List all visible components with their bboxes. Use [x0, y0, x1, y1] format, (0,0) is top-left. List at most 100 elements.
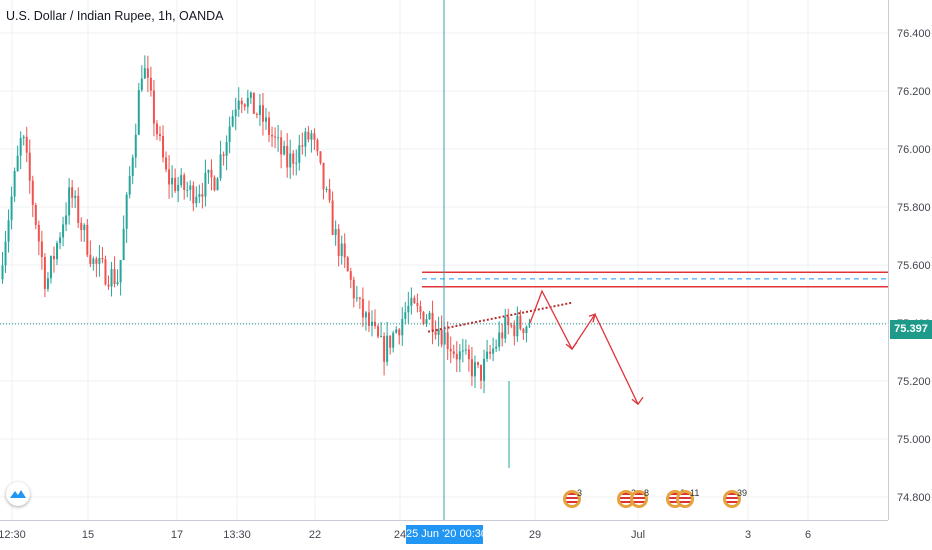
candle-body	[398, 329, 401, 336]
candle-body	[40, 241, 43, 258]
time-tick-label: 6	[805, 529, 811, 541]
candle-body	[246, 97, 249, 107]
candle-body	[125, 194, 128, 229]
candle-body	[501, 332, 504, 339]
candle-body	[56, 243, 59, 260]
candle-body	[183, 175, 186, 190]
time-axis[interactable]: 12:30 15 17 13:30 22 24 29 Jul 3 6	[0, 529, 811, 541]
candle-body	[419, 306, 422, 312]
candle-body	[437, 329, 440, 335]
event-count: 39	[737, 488, 748, 498]
projection-arrowhead	[588, 313, 596, 323]
time-tick-label: 24	[394, 529, 406, 541]
candle-body	[271, 134, 274, 137]
candle-body	[207, 169, 210, 173]
candle-body	[155, 123, 158, 135]
candle-body	[495, 346, 498, 349]
candle-body	[192, 185, 195, 204]
candle-body	[77, 195, 80, 223]
candle-body	[510, 325, 513, 327]
candle-body	[431, 312, 434, 332]
candle-body	[268, 117, 271, 135]
price-axis[interactable]: 76.40076.20076.00075.80075.60075.40075.2…	[897, 28, 931, 504]
candle-body	[104, 259, 107, 285]
candle-body	[252, 92, 255, 114]
candle-body	[292, 153, 295, 164]
candle-body	[258, 105, 261, 115]
time-tick-label: 22	[309, 529, 321, 541]
candle-body	[467, 349, 470, 360]
price-tick-label: 76.000	[897, 144, 931, 156]
candle-body	[346, 257, 349, 272]
candle-body	[186, 189, 189, 191]
candle-body	[98, 258, 101, 264]
candle-body	[425, 319, 428, 325]
candle-body	[225, 141, 228, 156]
economic-event-us-flag[interactable]: 8	[630, 488, 650, 508]
chart-title: U.S. Dollar / Indian Rupee, 1h, OANDA	[6, 9, 224, 23]
candle-body	[395, 329, 398, 333]
price-tick-label: 75.200	[897, 376, 931, 388]
candle-body	[364, 312, 367, 318]
economic-event-us-flag[interactable]: 39	[723, 488, 747, 508]
candle-body	[158, 134, 161, 137]
candle-body	[504, 317, 507, 339]
candle-body	[513, 325, 516, 337]
time-tick-label: 13:30	[223, 529, 251, 541]
candle-body	[195, 196, 198, 204]
current-price-label: 75.397	[890, 320, 932, 339]
candle-body	[519, 315, 522, 329]
candle-body	[377, 326, 380, 337]
candle-body	[198, 194, 201, 197]
candle-body	[116, 282, 119, 285]
candle-body	[152, 90, 155, 124]
candle-body	[74, 195, 77, 198]
price-tick-label: 75.600	[897, 260, 931, 272]
candle-body	[277, 137, 280, 139]
candle-body	[428, 312, 431, 320]
candle-body	[16, 155, 19, 172]
candle-body	[113, 269, 116, 285]
candle-body	[352, 279, 355, 299]
candle-body	[337, 229, 340, 257]
candle-body	[389, 335, 392, 348]
candle-body	[343, 243, 346, 258]
candle-body	[289, 153, 292, 168]
candle-body	[10, 196, 13, 221]
event-count: 8	[644, 488, 650, 498]
candle-body	[413, 297, 416, 304]
candle-body	[204, 172, 207, 197]
candle-body	[128, 176, 131, 195]
tradingview-logo-icon	[10, 490, 26, 498]
candle-body	[86, 224, 89, 255]
economic-event-us-flag[interactable]: 11	[676, 488, 699, 508]
candle-body	[43, 257, 46, 289]
candle-body	[31, 180, 34, 205]
candle-body	[455, 353, 458, 360]
candle-body	[95, 258, 98, 264]
us-flag-icon	[620, 493, 632, 505]
us-flag-icon	[679, 493, 691, 505]
candle-body	[249, 92, 252, 98]
candle-body	[1, 265, 4, 280]
candle-body	[201, 194, 204, 197]
economic-event-us-flag[interactable]: 3	[563, 488, 582, 508]
candle-body	[231, 116, 234, 127]
candle-body	[334, 229, 337, 235]
candle-body	[119, 260, 122, 283]
tradingview-logo[interactable]	[6, 482, 30, 506]
candle-body	[340, 243, 343, 257]
candle-body	[322, 162, 325, 190]
price-tick-label: 76.400	[897, 28, 931, 40]
candle-body	[404, 312, 407, 319]
time-tick-label: 29	[529, 529, 541, 541]
candle-body	[261, 105, 264, 122]
candle-body	[234, 109, 237, 117]
candle-body	[295, 162, 298, 164]
candle-body	[143, 68, 146, 79]
candle-body	[440, 329, 443, 345]
candle-body	[355, 297, 358, 299]
trend-line	[427, 301, 573, 333]
time-tick-label: 17	[171, 529, 183, 541]
